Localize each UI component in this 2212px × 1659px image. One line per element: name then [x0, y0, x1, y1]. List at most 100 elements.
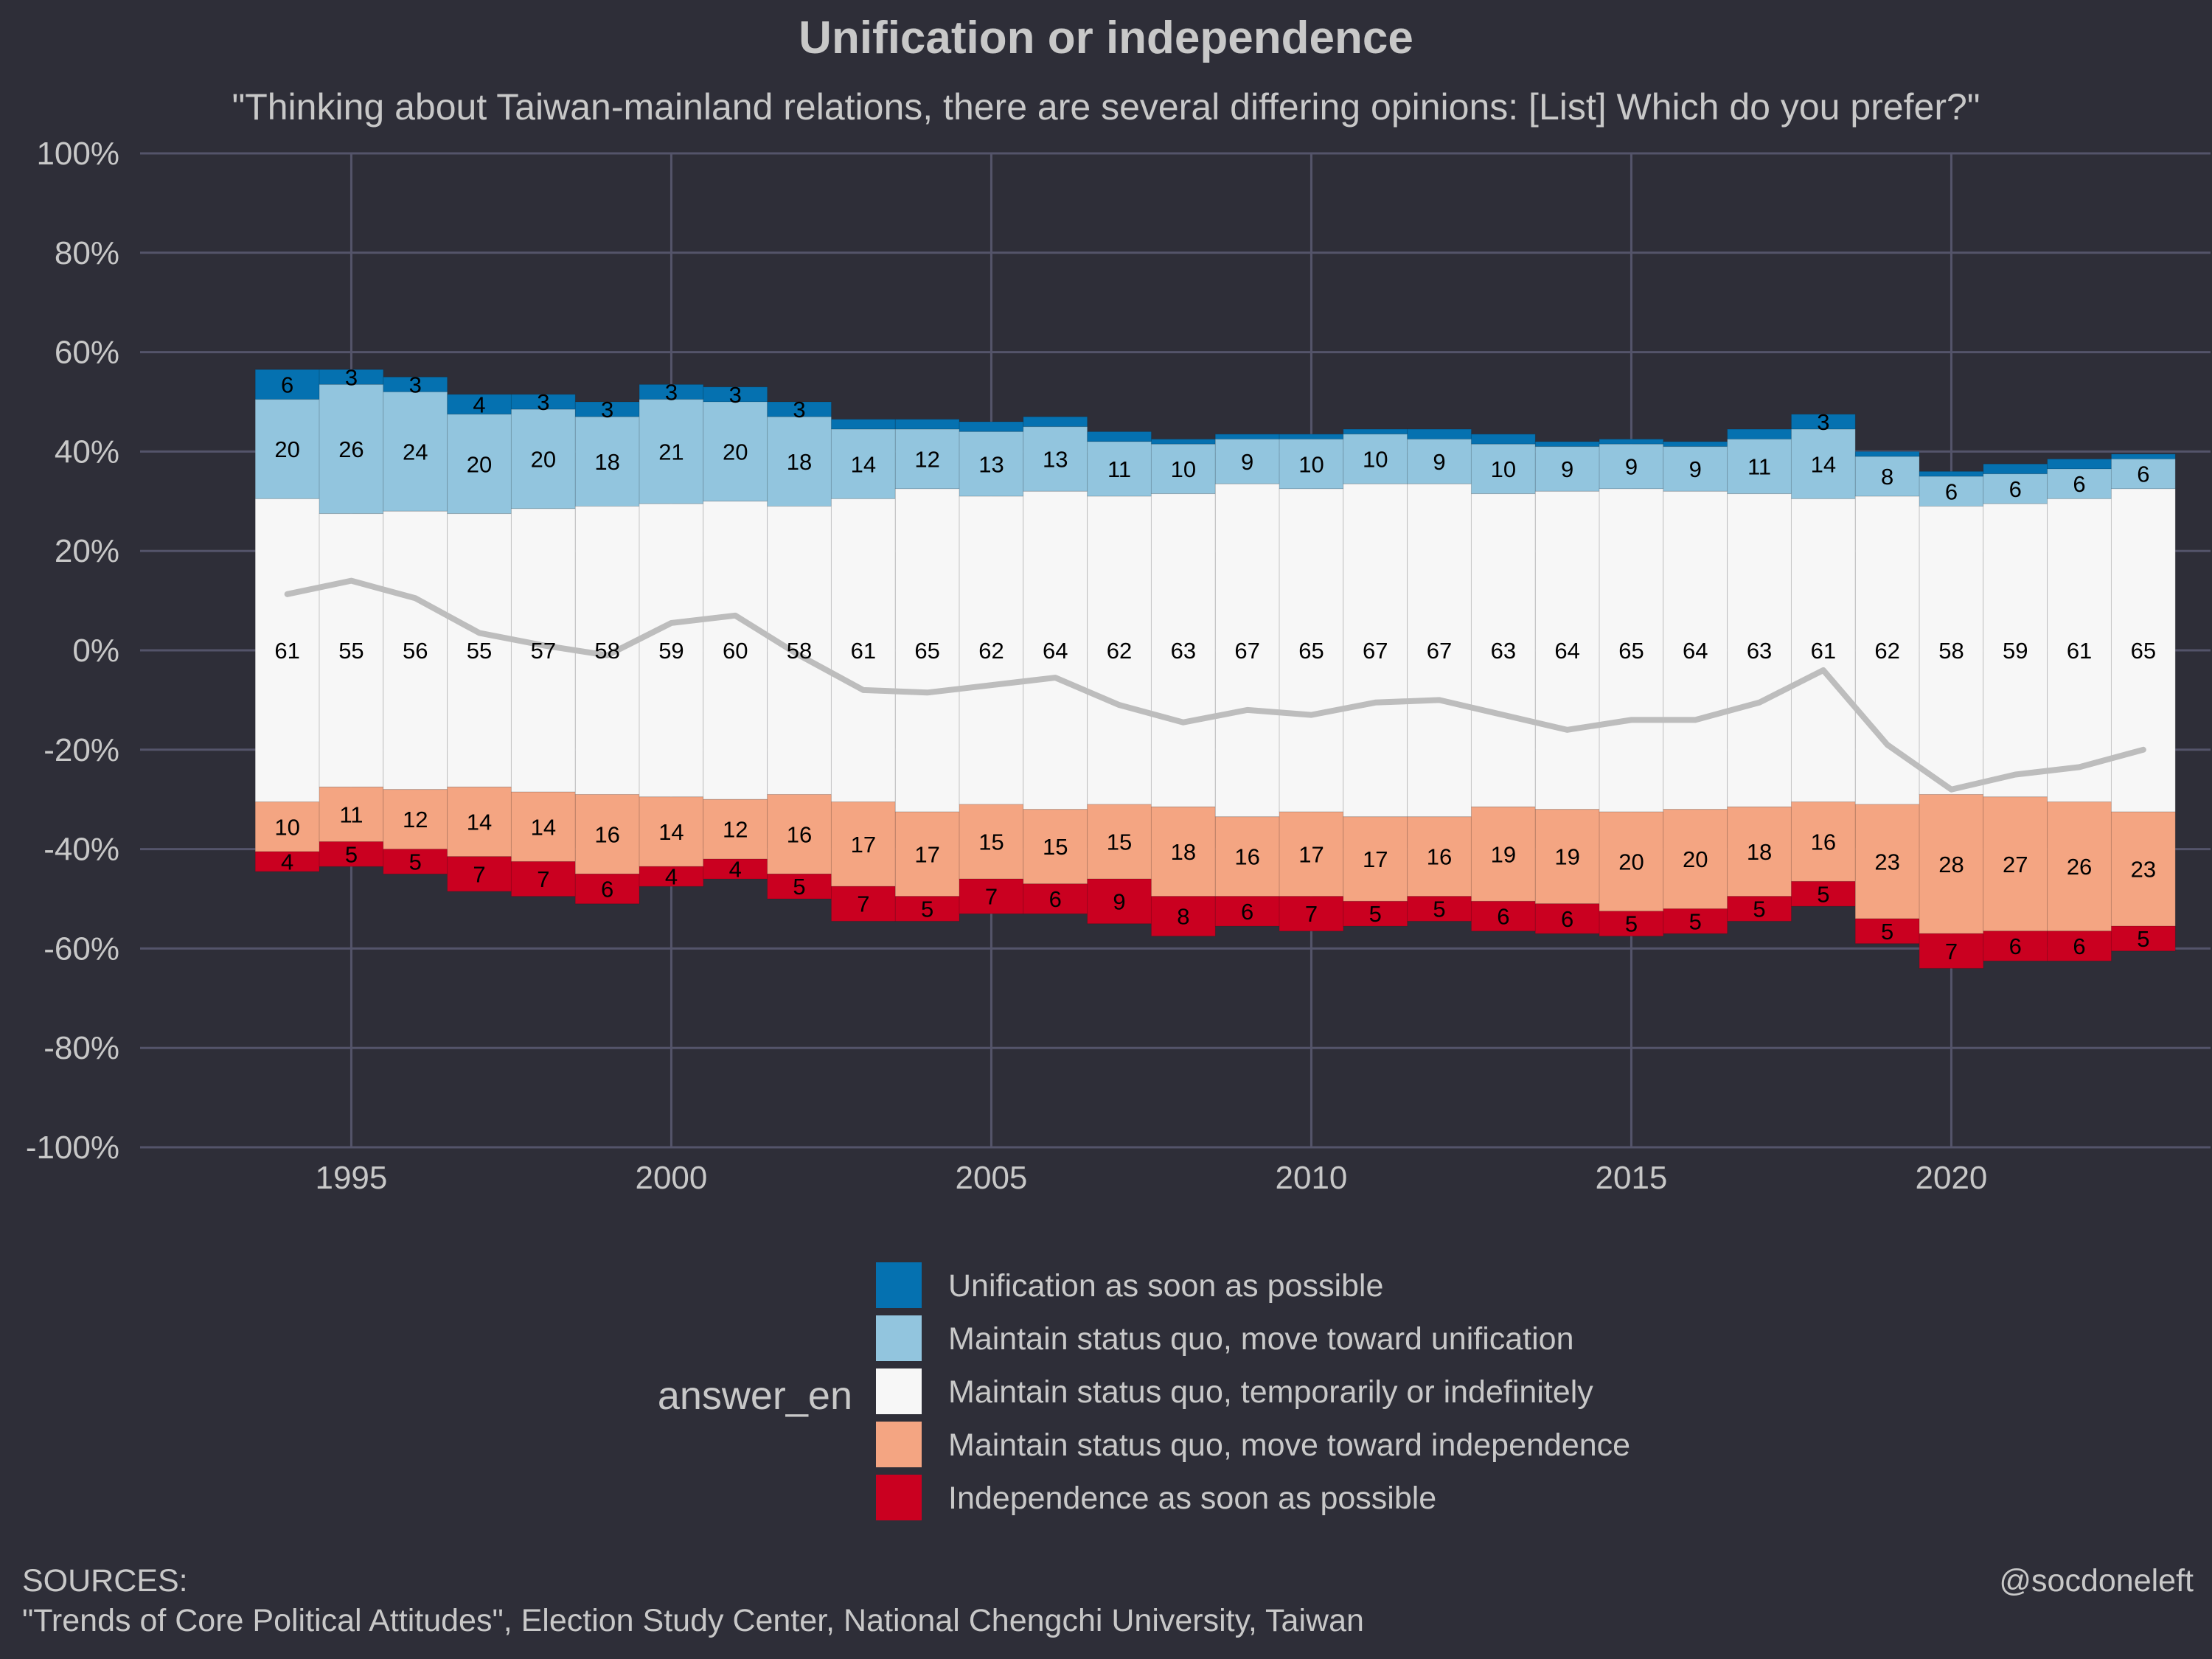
bar-value-label: 6	[2009, 933, 2022, 959]
x-axis-ticks: 1995 2000 2005 2010 2015 2020	[315, 1160, 1987, 1196]
bar-value-label: 14	[531, 814, 556, 840]
bar-value-label: 6	[281, 372, 293, 397]
bar-value-label: 61	[2067, 638, 2092, 664]
bar-segment	[894, 811, 960, 897]
bar-segment	[1727, 806, 1792, 897]
bar-value-label: 61	[1811, 638, 1836, 664]
bar-value-label: 19	[1554, 844, 1579, 870]
bar-value-label: 11	[1747, 454, 1771, 480]
bar-segment	[1087, 804, 1152, 880]
bar-segment	[2047, 459, 2112, 470]
bar-segment	[959, 878, 1024, 914]
bar-segment	[1343, 428, 1408, 435]
bar-segment	[703, 501, 768, 800]
bar-value-label: 3	[793, 397, 805, 422]
bar-value-label: 28	[1938, 852, 1964, 877]
bar-segment	[1919, 470, 1984, 477]
bar-value-label: 23	[1874, 849, 1899, 874]
bar-value-label: 5	[2137, 926, 2149, 952]
bar-value-label: 55	[338, 638, 364, 664]
bar-segment	[1214, 434, 1280, 440]
bar-value-label: 6	[2009, 476, 2022, 502]
bar-value-label: 67	[1427, 638, 1452, 664]
bar-value-label: 5	[1433, 896, 1445, 922]
bar-value-label: 63	[1171, 638, 1196, 664]
bar-segment	[1534, 446, 1600, 492]
bar-segment	[574, 873, 640, 905]
bar-value-label: 26	[2067, 854, 2092, 880]
legend-swatch	[876, 1475, 922, 1520]
bar-value-label: 15	[1107, 829, 1132, 855]
bar-segment	[254, 498, 320, 803]
bar-value-label: 5	[793, 874, 805, 900]
bar-segment	[1279, 439, 1344, 490]
bar-segment	[1919, 476, 1984, 507]
bar-segment	[1279, 434, 1344, 440]
bar-segment	[767, 416, 832, 507]
bar-value-label: 20	[1618, 849, 1644, 874]
bar-segment	[319, 786, 384, 842]
bar-segment	[1214, 816, 1280, 897]
bar-segment	[383, 376, 448, 393]
bar-value-label: 7	[857, 891, 869, 917]
bar-segment	[1279, 811, 1344, 897]
bar-value-label: 6	[2073, 933, 2085, 959]
bar-segment	[1150, 443, 1216, 495]
legend-label: Unification as soon as possible	[948, 1268, 1383, 1304]
bar-value-label: 63	[1747, 638, 1772, 664]
bar-segment	[1343, 434, 1408, 484]
y-tick-label: -80%	[44, 1030, 119, 1066]
bar-segment	[1919, 506, 1984, 795]
bar-segment	[447, 513, 512, 787]
bar-segment	[319, 513, 384, 787]
bar-value-label: 27	[2003, 852, 2028, 877]
bar-value-label: 4	[473, 392, 485, 417]
bar-segment	[447, 786, 512, 858]
bar-value-label: 6	[1945, 479, 1958, 504]
bar-segment	[1599, 811, 1664, 912]
bar-segment	[639, 503, 704, 798]
sources-label: SOURCES:	[22, 1563, 188, 1599]
bar-value-label: 5	[1753, 896, 1765, 922]
bar-value-label: 10	[1171, 456, 1196, 482]
chart-subtitle: "Thinking about Taiwan-mainland relation…	[232, 86, 1980, 128]
bar-value-label: 13	[978, 451, 1004, 477]
bar-segment	[1214, 896, 1280, 927]
bar-value-labels: 6206110432655115324561254205514732057147…	[274, 364, 2156, 964]
bar-value-label: 5	[345, 841, 358, 867]
y-tick-label: -40%	[44, 832, 119, 868]
bar-value-label: 18	[787, 449, 812, 475]
x-tick-label: 2020	[1916, 1160, 1988, 1196]
bar-segment	[510, 791, 576, 862]
legend-label: Maintain status quo, temporarily or inde…	[948, 1374, 1593, 1410]
bar-value-label: 5	[1817, 881, 1829, 907]
bar-segment	[639, 399, 704, 504]
bar-value-label: 61	[274, 638, 299, 664]
bar-value-label: 12	[723, 817, 748, 843]
net-line-path	[284, 577, 2146, 793]
bar-value-label: 15	[1043, 834, 1068, 860]
legend-label: Maintain status quo, move toward indepen…	[948, 1427, 1630, 1463]
y-tick-label: 60%	[55, 335, 119, 371]
bar-segment	[1407, 896, 1472, 922]
bar-value-label: 10	[1363, 447, 1388, 473]
bar-segment	[447, 856, 512, 892]
bar-value-label: 62	[1107, 638, 1132, 664]
bar-segment	[1663, 490, 1728, 810]
bar-value-label: 16	[594, 821, 619, 847]
bar-value-label: 14	[851, 451, 876, 477]
bar-segment	[2110, 453, 2176, 460]
legend-title: answer_en	[658, 1374, 852, 1418]
bar-value-label: 18	[1171, 839, 1196, 865]
bar-segment	[1023, 883, 1088, 914]
bar-value-label: 10	[1491, 456, 1516, 482]
bar-value-label: 3	[601, 397, 613, 422]
bar-segment	[1087, 441, 1152, 497]
bar-segment	[447, 414, 512, 515]
bar-value-label: 20	[723, 439, 748, 465]
bar-value-label: 59	[658, 638, 684, 664]
bar-segment	[574, 416, 640, 507]
bar-value-label: 3	[345, 364, 358, 390]
net-line	[284, 577, 2146, 793]
x-tick-label: 2000	[635, 1160, 707, 1196]
